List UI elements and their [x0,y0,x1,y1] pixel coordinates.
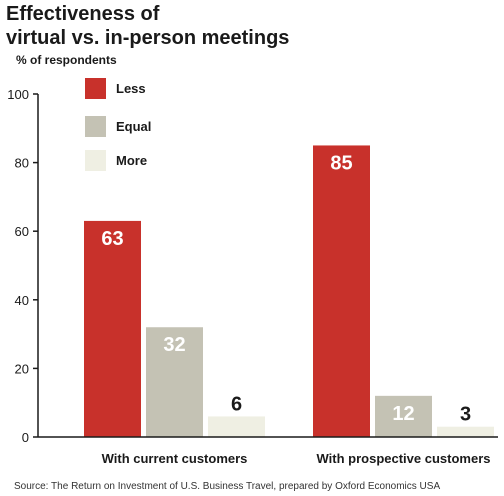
legend-label-less: Less [116,81,146,96]
legend-label-equal: Equal [116,119,151,134]
chart-title-line-2: virtual vs. in-person meetings [6,27,289,49]
bars [84,145,494,437]
y-tick-label: 60 [15,224,29,239]
data-label: 32 [163,334,185,356]
legend-swatch-equal [85,116,106,137]
legend-swatch-more [85,150,106,171]
source-note: Source: The Return on Investment of U.S.… [14,481,440,492]
bar-equal [146,327,203,437]
x-axis: With current customers With prospective c… [38,436,498,466]
bar-less [313,145,370,437]
x-category-label: With current customers [102,451,248,466]
legend: Less Equal More [85,78,151,171]
data-label: 6 [231,393,242,415]
y-tick-label: 0 [22,430,29,445]
y-tick-label: 40 [15,293,29,308]
bar-more [208,416,265,437]
x-category-label: With prospective customers [317,451,491,466]
data-label: 3 [460,404,471,426]
value-labels: 63 32 6 85 12 3 [101,152,471,425]
y-tick-label: 80 [15,156,29,171]
y-tick-label: 20 [15,361,29,376]
data-label: 85 [330,152,352,174]
bar-equal [375,395,432,437]
y-axis: 0 20 40 60 80 100 [7,87,39,445]
y-tick-label: 100 [7,87,29,102]
data-label: 63 [101,228,123,250]
chart-title-line-1: Effectiveness of [6,3,160,25]
data-label: 12 [392,403,414,425]
bar-less [84,220,141,437]
legend-swatch-less [85,78,106,99]
bar-more [437,426,494,437]
legend-label-more: More [116,153,147,168]
y-axis-label: % of respondents [16,53,117,67]
